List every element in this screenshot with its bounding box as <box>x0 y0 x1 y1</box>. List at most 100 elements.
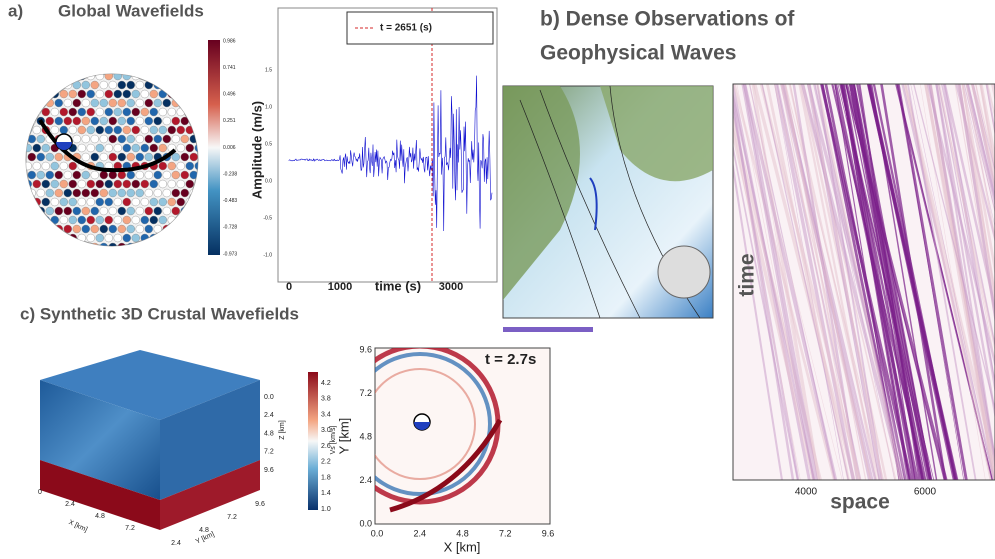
station <box>36 188 45 198</box>
station <box>185 143 194 153</box>
station <box>26 215 32 225</box>
station <box>122 89 131 99</box>
station <box>122 143 131 153</box>
station <box>199 243 207 251</box>
station <box>140 179 149 189</box>
station <box>81 224 90 234</box>
station <box>68 161 77 171</box>
station <box>77 107 86 117</box>
station <box>104 179 113 189</box>
station <box>185 125 194 135</box>
station <box>162 116 171 126</box>
station <box>140 89 149 99</box>
station <box>27 188 36 198</box>
station <box>140 74 149 81</box>
station <box>199 153 207 161</box>
station <box>117 98 126 108</box>
station <box>99 80 108 90</box>
station <box>99 98 108 108</box>
station <box>167 107 176 117</box>
y-tick-label: 0.0 <box>265 178 272 184</box>
station <box>162 80 171 90</box>
station <box>180 170 189 180</box>
station <box>117 80 126 90</box>
station <box>180 242 189 246</box>
station <box>126 188 135 198</box>
station <box>72 188 81 198</box>
station <box>153 242 162 246</box>
x-axis-label: X [km] <box>444 539 481 554</box>
x-tick-label: 1000 <box>328 281 352 293</box>
das-trace <box>742 84 819 480</box>
station <box>153 134 162 144</box>
station <box>167 89 176 99</box>
station <box>126 152 135 162</box>
map-land <box>503 86 580 300</box>
station <box>131 125 140 135</box>
x-tick-label: 0 <box>286 281 292 293</box>
station <box>131 89 140 99</box>
station <box>95 107 104 117</box>
station <box>50 89 59 99</box>
inset-globe <box>657 245 711 299</box>
station <box>32 74 41 81</box>
time-annotation: t = 2.7s <box>485 351 536 368</box>
colorbar-tick-label: -0.238 <box>223 171 237 177</box>
station <box>126 98 135 108</box>
x-axis-label: X [km] <box>67 519 88 534</box>
y-axis-label: Amplitude (m/s) <box>249 101 264 199</box>
station <box>180 80 189 90</box>
das-trace <box>852 84 925 480</box>
cable <box>589 177 598 231</box>
station <box>45 188 54 198</box>
das-traces <box>733 84 995 480</box>
station <box>185 179 194 189</box>
colorbar-tick-label: 1.8 <box>321 474 331 481</box>
station <box>99 224 108 234</box>
station <box>86 125 95 135</box>
station <box>131 107 140 117</box>
station <box>117 224 126 234</box>
station <box>50 125 59 135</box>
das-trace <box>761 84 849 480</box>
station <box>135 224 144 234</box>
station <box>171 170 180 180</box>
station <box>81 98 90 108</box>
colorbar-tick-label: 0.251 <box>223 118 236 124</box>
das-trace <box>957 84 995 325</box>
station <box>45 242 54 246</box>
station <box>104 74 113 81</box>
station <box>72 80 81 90</box>
station <box>149 89 158 99</box>
station <box>158 179 167 189</box>
station <box>131 179 140 189</box>
station <box>113 74 122 81</box>
station <box>131 215 140 225</box>
y-tick-label: -1.0 <box>263 252 272 258</box>
das-trace <box>961 84 995 277</box>
das-trace <box>935 84 995 420</box>
station <box>158 125 167 135</box>
station <box>59 74 68 81</box>
station <box>99 152 108 162</box>
station <box>95 197 104 207</box>
station <box>189 224 198 234</box>
das-trace <box>733 91 816 480</box>
station <box>122 107 131 117</box>
station <box>32 233 41 243</box>
station <box>158 143 167 153</box>
station <box>50 107 59 117</box>
waveform-axes <box>277 7 498 283</box>
station <box>54 80 63 90</box>
das-trace <box>774 84 872 480</box>
station <box>27 206 36 216</box>
das-trace <box>896 84 968 480</box>
das-trace <box>910 84 994 480</box>
station <box>68 197 77 207</box>
station <box>144 116 153 126</box>
station <box>171 134 180 144</box>
das-trace <box>824 84 907 480</box>
x-axis-label: time (s) <box>375 278 421 293</box>
station <box>185 107 194 117</box>
